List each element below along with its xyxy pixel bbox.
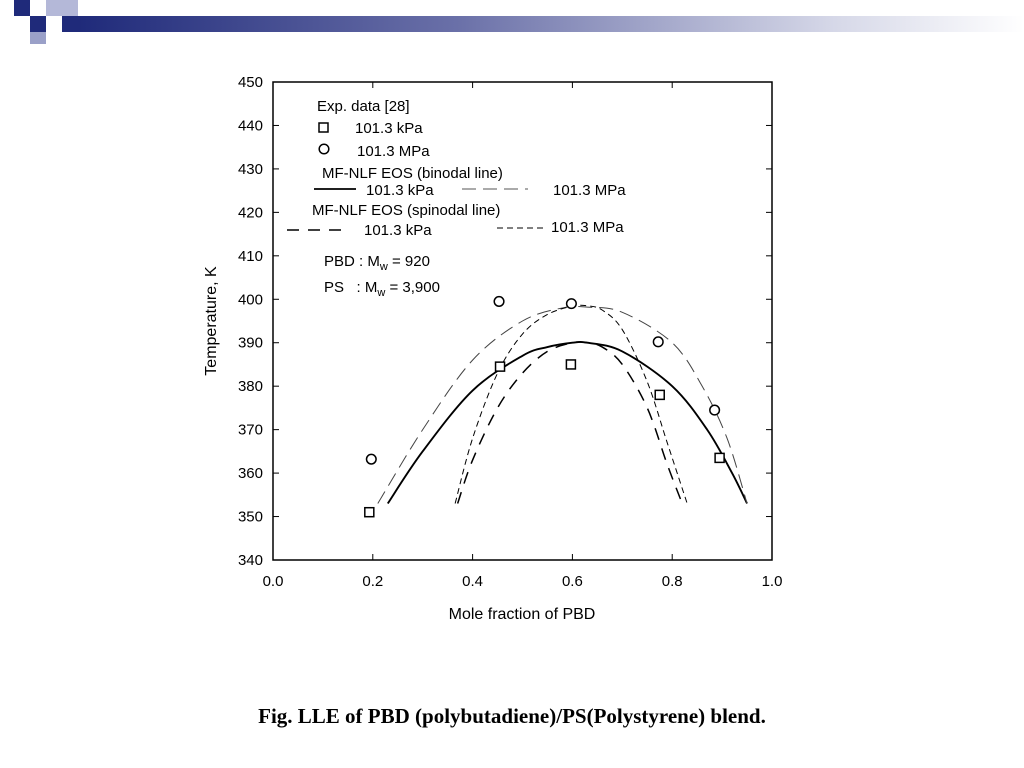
- mw-annotations: PBD : Mw = 920 PS : Mw = 3,900: [324, 253, 440, 299]
- header-square: [14, 0, 30, 16]
- model-curves: [377, 304, 748, 505]
- header-square: [30, 16, 46, 32]
- x-tick-label: 0.0: [263, 573, 284, 590]
- square-data-point: [654, 389, 665, 401]
- lle-chart: 0.0 0.2 0.4 0.6 0.8 1.0 340 350 360 370 380 390 400…: [203, 74, 783, 623]
- square-data-point: [714, 452, 725, 464]
- circle-data-point: [652, 336, 664, 348]
- legend-exp-mpa: 101.3 MPa: [357, 143, 430, 160]
- header-square: [46, 0, 62, 16]
- header-square: [62, 16, 78, 32]
- circle-data-point: [365, 453, 377, 465]
- x-tick-label: 0.2: [362, 573, 383, 590]
- header-square: [30, 32, 46, 44]
- header-square: [62, 0, 78, 16]
- x-tick-label: 0.6: [562, 573, 583, 590]
- binodal-long-dash-curve: [377, 305, 748, 504]
- y-tick-label: 450: [238, 74, 263, 91]
- figure-caption: Fig. LLE of PBD (polybutadiene)/PS(Polys…: [258, 704, 766, 728]
- square-data-point: [494, 361, 506, 372]
- pbd-mw-annotation: PBD : Mw = 920: [324, 253, 430, 273]
- x-tick-label: 1.0: [762, 573, 783, 590]
- spinodal-short-dash-curve: [454, 304, 688, 504]
- y-tick-label: 360: [238, 465, 263, 482]
- y-tick-label: 440: [238, 117, 263, 134]
- legend-binodal-kpa: 101.3 kPa: [366, 182, 434, 199]
- y-tick-labels: 340 350 360 370 380 390 400 410 420 430 440 450: [238, 74, 263, 569]
- circle-data-point: [493, 295, 505, 307]
- axis-ticks: [272, 81, 773, 561]
- spinodal-dash-curve: [456, 341, 683, 504]
- y-tick-label: 400: [238, 291, 263, 308]
- legend-spinodal-kpa: 101.3 kPa: [364, 222, 432, 239]
- y-tick-label: 410: [238, 248, 263, 265]
- legend-binodal-title: MF-NLF EOS (binodal line): [322, 165, 503, 182]
- header-gradient-bar: [78, 16, 1024, 32]
- square-data-point: [364, 506, 375, 518]
- legend: Exp. data [28] 101.3 kPa 101.3 MPa MF-NL…: [287, 98, 626, 239]
- y-tick-label: 430: [238, 161, 263, 178]
- y-tick-label: 420: [238, 204, 263, 221]
- x-tick-label: 0.8: [662, 573, 683, 590]
- legend-exp-kpa: 101.3 kPa: [355, 120, 423, 137]
- legend-spinodal-title: MF-NLF EOS (spinodal line): [312, 202, 500, 219]
- y-tick-label: 390: [238, 335, 263, 352]
- y-tick-label: 370: [238, 422, 263, 439]
- experimental-markers: [364, 295, 725, 518]
- x-axis-label: Mole fraction of PBD: [449, 606, 596, 623]
- legend-binodal-mpa: 101.3 MPa: [553, 182, 626, 199]
- legend-circle-marker: [318, 143, 330, 155]
- legend-exp-title: Exp. data [28]: [317, 98, 410, 115]
- y-tick-label: 350: [238, 509, 263, 526]
- plot-frame: [272, 81, 773, 561]
- circle-data-point: [565, 298, 577, 310]
- square-data-point: [565, 359, 577, 370]
- circle-data-point: [709, 404, 721, 416]
- slide-header-band: [0, 0, 1024, 44]
- x-tick-label: 0.4: [462, 573, 483, 590]
- legend-spinodal-mpa: 101.3 MPa: [551, 219, 624, 236]
- y-axis-label: Temperature, K: [203, 266, 220, 376]
- y-tick-label: 340: [238, 552, 263, 569]
- y-tick-label: 380: [238, 378, 263, 395]
- x-tick-labels: 0.0 0.2 0.4 0.6 0.8 1.0: [263, 573, 783, 590]
- ps-mw-annotation: PS : Mw = 3,900: [324, 279, 440, 299]
- legend-square-marker: [318, 122, 329, 133]
